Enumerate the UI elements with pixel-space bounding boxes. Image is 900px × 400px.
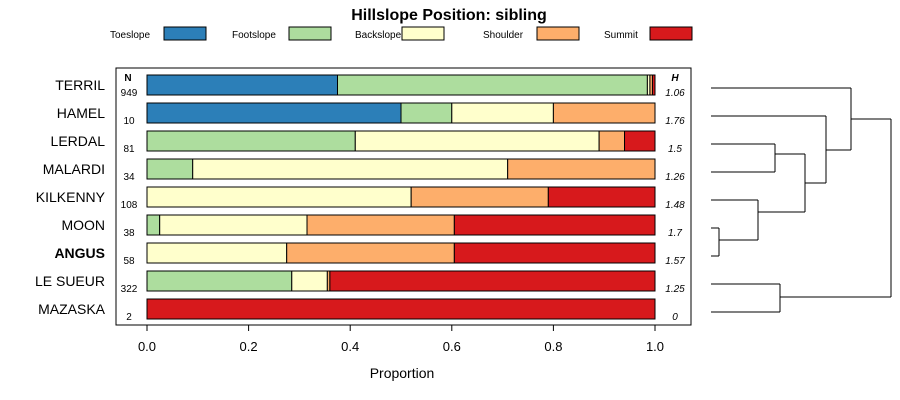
bar-segment <box>547 186 656 208</box>
soil-label: MAZASKA <box>38 301 106 317</box>
bar-segment <box>146 298 656 320</box>
bar-segment <box>286 242 455 264</box>
bar-segment <box>291 270 328 292</box>
chart-title: Hillslope Position: sibling <box>351 7 547 24</box>
bar-segment <box>453 242 656 264</box>
h-value: 1.25 <box>665 284 685 295</box>
h-value: 0 <box>672 312 678 323</box>
bar-segment <box>159 214 308 236</box>
bar-segment <box>507 158 656 180</box>
legend-swatch <box>288 26 332 41</box>
bar-segment <box>337 74 648 96</box>
n-value: 81 <box>123 144 135 155</box>
legend-label: Toeslope <box>110 30 150 41</box>
n-value: 322 <box>121 284 138 295</box>
bar-segment <box>192 158 509 180</box>
soil-label: MOON <box>61 217 105 233</box>
x-tick-label: 0.6 <box>443 339 461 354</box>
bar-segment <box>354 130 600 152</box>
bar-segment <box>651 74 656 96</box>
h-value: 1.48 <box>665 200 685 211</box>
bar-segment <box>146 130 356 152</box>
legend-label: Backslope <box>355 30 402 41</box>
h-value: 1.5 <box>668 144 682 155</box>
bar-segment <box>146 158 194 180</box>
h-value: 1.76 <box>665 116 685 127</box>
bar-segment <box>598 130 626 152</box>
n-column-header: N <box>124 73 131 84</box>
h-value: 1.7 <box>668 228 682 239</box>
bar-segment <box>146 214 161 236</box>
n-value: 38 <box>123 228 135 239</box>
soil-label: LERDAL <box>51 133 106 149</box>
legend-swatch <box>536 26 580 41</box>
legend: Toeslope Footslope Backslope Shoulder Summit <box>110 26 693 41</box>
x-tick-label: 0.0 <box>138 339 156 354</box>
bar-rows: TERRIL 949 1.06 HAMEL 10 1.76 LERDAL 81 1.5 MALAR… <box>35 74 685 323</box>
soil-label: MALARDI <box>43 161 105 177</box>
legend-label: Shoulder <box>483 30 524 41</box>
dendrogram <box>711 87 892 313</box>
bar-segment <box>146 186 412 208</box>
bar-segment <box>451 102 554 124</box>
bar-segment <box>146 102 402 124</box>
plot-frame <box>115 67 692 326</box>
x-axis: 0.0 0.2 0.4 0.6 0.8 1.0 <box>138 325 664 354</box>
h-value: 1.06 <box>665 88 685 99</box>
x-tick-label: 0.8 <box>544 339 562 354</box>
soil-label: ANGUS <box>54 245 105 261</box>
n-value: 2 <box>126 312 132 323</box>
n-value: 949 <box>121 88 138 99</box>
legend-swatch <box>649 26 693 41</box>
h-value: 1.26 <box>665 172 685 183</box>
x-tick-label: 1.0 <box>646 339 664 354</box>
legend-swatch <box>401 26 445 41</box>
x-axis-label: Proportion <box>370 365 435 381</box>
legend-label: Summit <box>604 30 638 41</box>
soil-label: KILKENNY <box>36 189 106 205</box>
n-value: 34 <box>123 172 135 183</box>
bar-segment <box>624 130 656 152</box>
bar-segment <box>146 74 338 96</box>
bar-segment <box>146 242 288 264</box>
bar-segment <box>306 214 455 236</box>
bar-segment <box>410 186 549 208</box>
n-value: 58 <box>123 256 135 267</box>
soil-label: HAMEL <box>57 105 105 121</box>
n-value: 10 <box>123 116 135 127</box>
bar-segment <box>552 102 656 124</box>
soil-label: TERRIL <box>55 77 105 93</box>
bar-segment <box>453 214 656 236</box>
legend-label: Footslope <box>232 30 276 41</box>
x-tick-label: 0.2 <box>240 339 258 354</box>
soil-label: LE SUEUR <box>35 273 105 289</box>
bar-segment <box>146 270 293 292</box>
h-column-header: H <box>671 73 679 84</box>
h-value: 1.57 <box>665 256 685 267</box>
legend-swatch <box>163 26 207 41</box>
x-tick-label: 0.4 <box>341 339 359 354</box>
bar-segment <box>400 102 453 124</box>
n-value: 108 <box>121 200 138 211</box>
bar-segment <box>329 270 656 292</box>
